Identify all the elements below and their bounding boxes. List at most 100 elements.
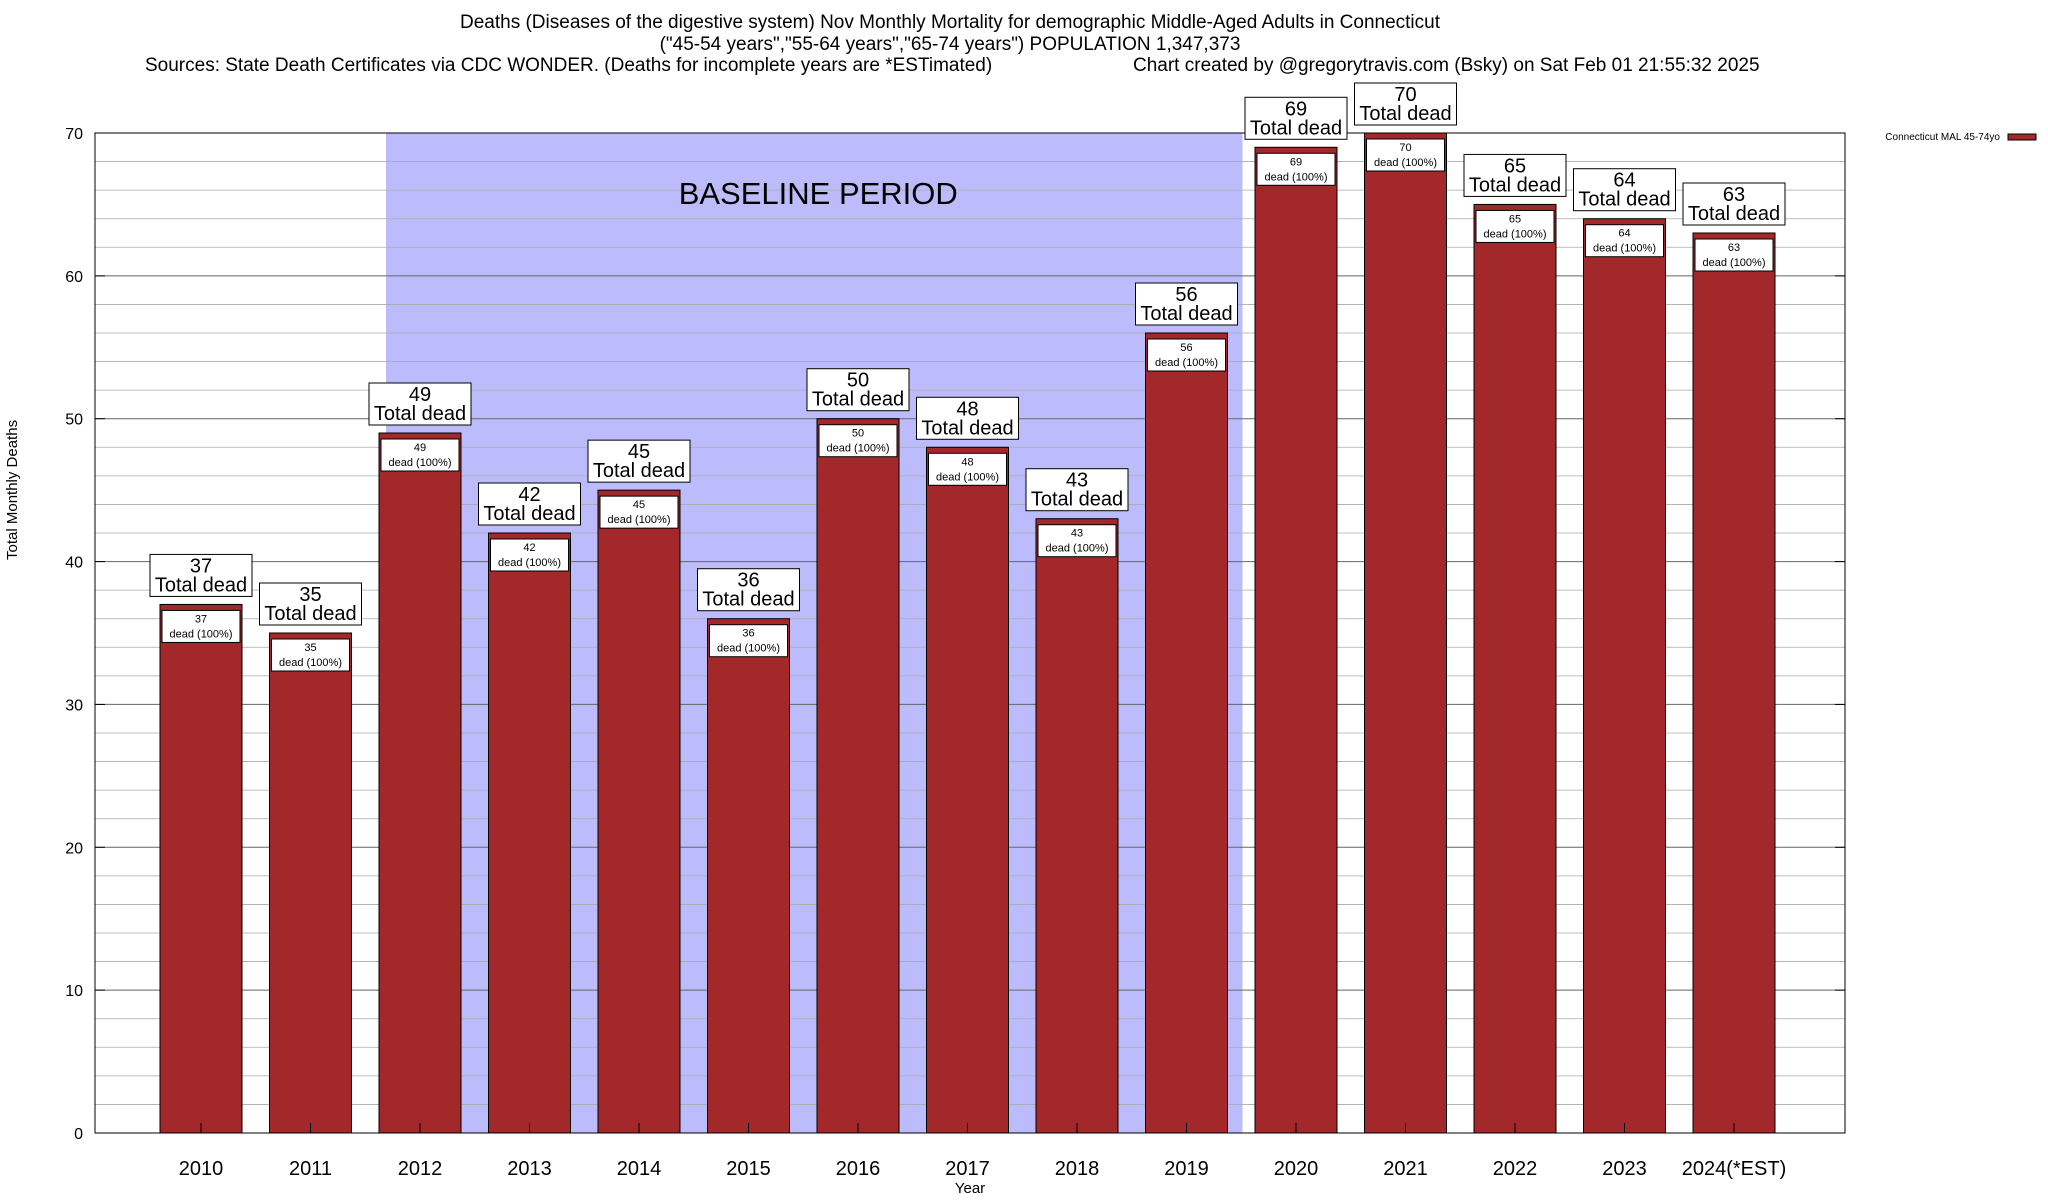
total-text-label: Total dead bbox=[1469, 174, 1561, 196]
inner-label-box bbox=[1585, 224, 1664, 258]
y-tick-label: 40 bbox=[65, 555, 83, 572]
inner-percent-label: dead (100%) bbox=[827, 443, 890, 455]
inner-label-box bbox=[1256, 152, 1336, 186]
total-value-label: 35 bbox=[299, 584, 321, 606]
inner-value-label: 69 bbox=[1290, 156, 1302, 168]
x-tick-label: 2013 bbox=[507, 1158, 552, 1180]
legend-swatch bbox=[2007, 133, 2037, 141]
x-tick-label: 2014 bbox=[617, 1158, 662, 1180]
x-tick-label: 2022 bbox=[1493, 1158, 1538, 1180]
bar bbox=[1473, 203, 1557, 1134]
bar bbox=[1692, 232, 1776, 1134]
inner-label-box bbox=[1147, 338, 1226, 372]
total-text-label: Total dead bbox=[1688, 203, 1780, 225]
inner-percent-label: dead (100%) bbox=[1374, 157, 1437, 169]
total-value-label: 49 bbox=[409, 384, 431, 406]
y-tick-label: 0 bbox=[74, 1126, 83, 1143]
inner-percent-label: dead (100%) bbox=[279, 657, 342, 669]
total-value-label: 69 bbox=[1285, 98, 1307, 120]
total-value-label: 65 bbox=[1504, 155, 1526, 177]
x-tick-label: 2019 bbox=[1164, 1158, 1209, 1180]
total-label-box bbox=[806, 368, 910, 412]
total-text-label: Total dead bbox=[264, 603, 356, 625]
inner-label-box bbox=[928, 452, 1007, 486]
inner-label-box bbox=[1037, 524, 1117, 558]
baseline-label: BASELINE PERIOD bbox=[679, 176, 958, 211]
x-axis-label: Year bbox=[954, 1180, 986, 1197]
inner-percent-label: dead (100%) bbox=[936, 471, 999, 483]
inner-percent-label: dead (100%) bbox=[608, 514, 671, 526]
inner-value-label: 43 bbox=[1071, 528, 1083, 540]
inner-label-box bbox=[1694, 238, 1774, 272]
bar bbox=[159, 603, 243, 1134]
inner-label-box bbox=[709, 624, 788, 658]
inner-percent-label: dead (100%) bbox=[1484, 228, 1547, 240]
inner-value-label: 70 bbox=[1399, 142, 1411, 154]
inner-label-box bbox=[818, 424, 898, 458]
inner-value-label: 49 bbox=[414, 442, 426, 454]
inner-label-box bbox=[1475, 209, 1555, 243]
inner-percent-label: dead (100%) bbox=[1703, 257, 1766, 269]
bar bbox=[1364, 132, 1447, 1134]
x-tick-label: 2024(*EST) bbox=[1682, 1158, 1787, 1180]
inner-value-label: 56 bbox=[1180, 342, 1192, 354]
inner-label-box bbox=[490, 538, 569, 572]
inner-label-box bbox=[161, 609, 241, 643]
bar bbox=[597, 489, 681, 1134]
inner-percent-label: dead (100%) bbox=[170, 628, 233, 640]
subtitle-row: Sources: State Death Certificates via CD… bbox=[0, 55, 2048, 77]
bar bbox=[1145, 332, 1228, 1134]
inner-label-box bbox=[271, 638, 350, 672]
total-value-label: 42 bbox=[518, 484, 540, 506]
bar bbox=[269, 632, 352, 1134]
x-tick-label: 2021 bbox=[1383, 1158, 1428, 1180]
inner-value-label: 65 bbox=[1509, 213, 1521, 225]
inner-percent-label: dead (100%) bbox=[389, 457, 452, 469]
inner-percent-label: dead (100%) bbox=[498, 557, 561, 569]
total-label-box bbox=[149, 553, 253, 597]
total-text-label: Total dead bbox=[702, 589, 794, 611]
total-value-label: 64 bbox=[1613, 170, 1635, 192]
total-label-box bbox=[1573, 168, 1676, 212]
inner-value-label: 42 bbox=[523, 542, 535, 554]
inner-label-box bbox=[1366, 138, 1445, 172]
bar bbox=[1583, 218, 1666, 1134]
inner-percent-label: dead (100%) bbox=[1155, 357, 1218, 369]
total-value-label: 43 bbox=[1066, 470, 1088, 492]
x-tick-label: 2011 bbox=[289, 1158, 332, 1180]
inner-label-box bbox=[599, 495, 679, 529]
inner-value-label: 45 bbox=[633, 499, 645, 511]
legend: Connecticut MAL 45-74yo bbox=[1885, 132, 2037, 143]
total-text-label: Total dead bbox=[1578, 189, 1670, 211]
total-label-box bbox=[259, 582, 362, 626]
bar bbox=[816, 418, 900, 1134]
total-label-box bbox=[1354, 82, 1457, 126]
total-text-label: Total dead bbox=[593, 460, 685, 482]
total-label-box bbox=[587, 439, 691, 483]
x-tick-label: 2017 bbox=[945, 1158, 990, 1180]
x-tick-label: 2020 bbox=[1274, 1158, 1319, 1180]
total-value-label: 56 bbox=[1175, 284, 1197, 306]
total-text-label: Total dead bbox=[483, 503, 575, 525]
total-value-label: 37 bbox=[190, 555, 212, 577]
x-tick-label: 2015 bbox=[726, 1158, 771, 1180]
bar bbox=[378, 432, 462, 1134]
bar bbox=[926, 446, 1009, 1134]
total-label-box bbox=[1682, 182, 1786, 226]
bar bbox=[488, 532, 571, 1134]
chart-title: Deaths (Diseases of the digestive system… bbox=[0, 12, 1900, 56]
inner-percent-label: dead (100%) bbox=[1265, 171, 1328, 183]
total-text-label: Total dead bbox=[1031, 489, 1123, 511]
x-tick-label: 2018 bbox=[1055, 1158, 1100, 1180]
total-label-box bbox=[478, 482, 581, 526]
x-tick-label: 2016 bbox=[836, 1158, 881, 1180]
title-line-1: Deaths (Diseases of the digestive system… bbox=[460, 12, 1440, 33]
x-tick-label: 2012 bbox=[398, 1158, 443, 1180]
inner-percent-label: dead (100%) bbox=[1046, 543, 1109, 555]
total-text-label: Total dead bbox=[1359, 103, 1451, 125]
inner-value-label: 50 bbox=[852, 428, 864, 440]
sources-note: Sources: State Death Certificates via CD… bbox=[145, 55, 993, 76]
total-value-label: 50 bbox=[847, 370, 869, 392]
